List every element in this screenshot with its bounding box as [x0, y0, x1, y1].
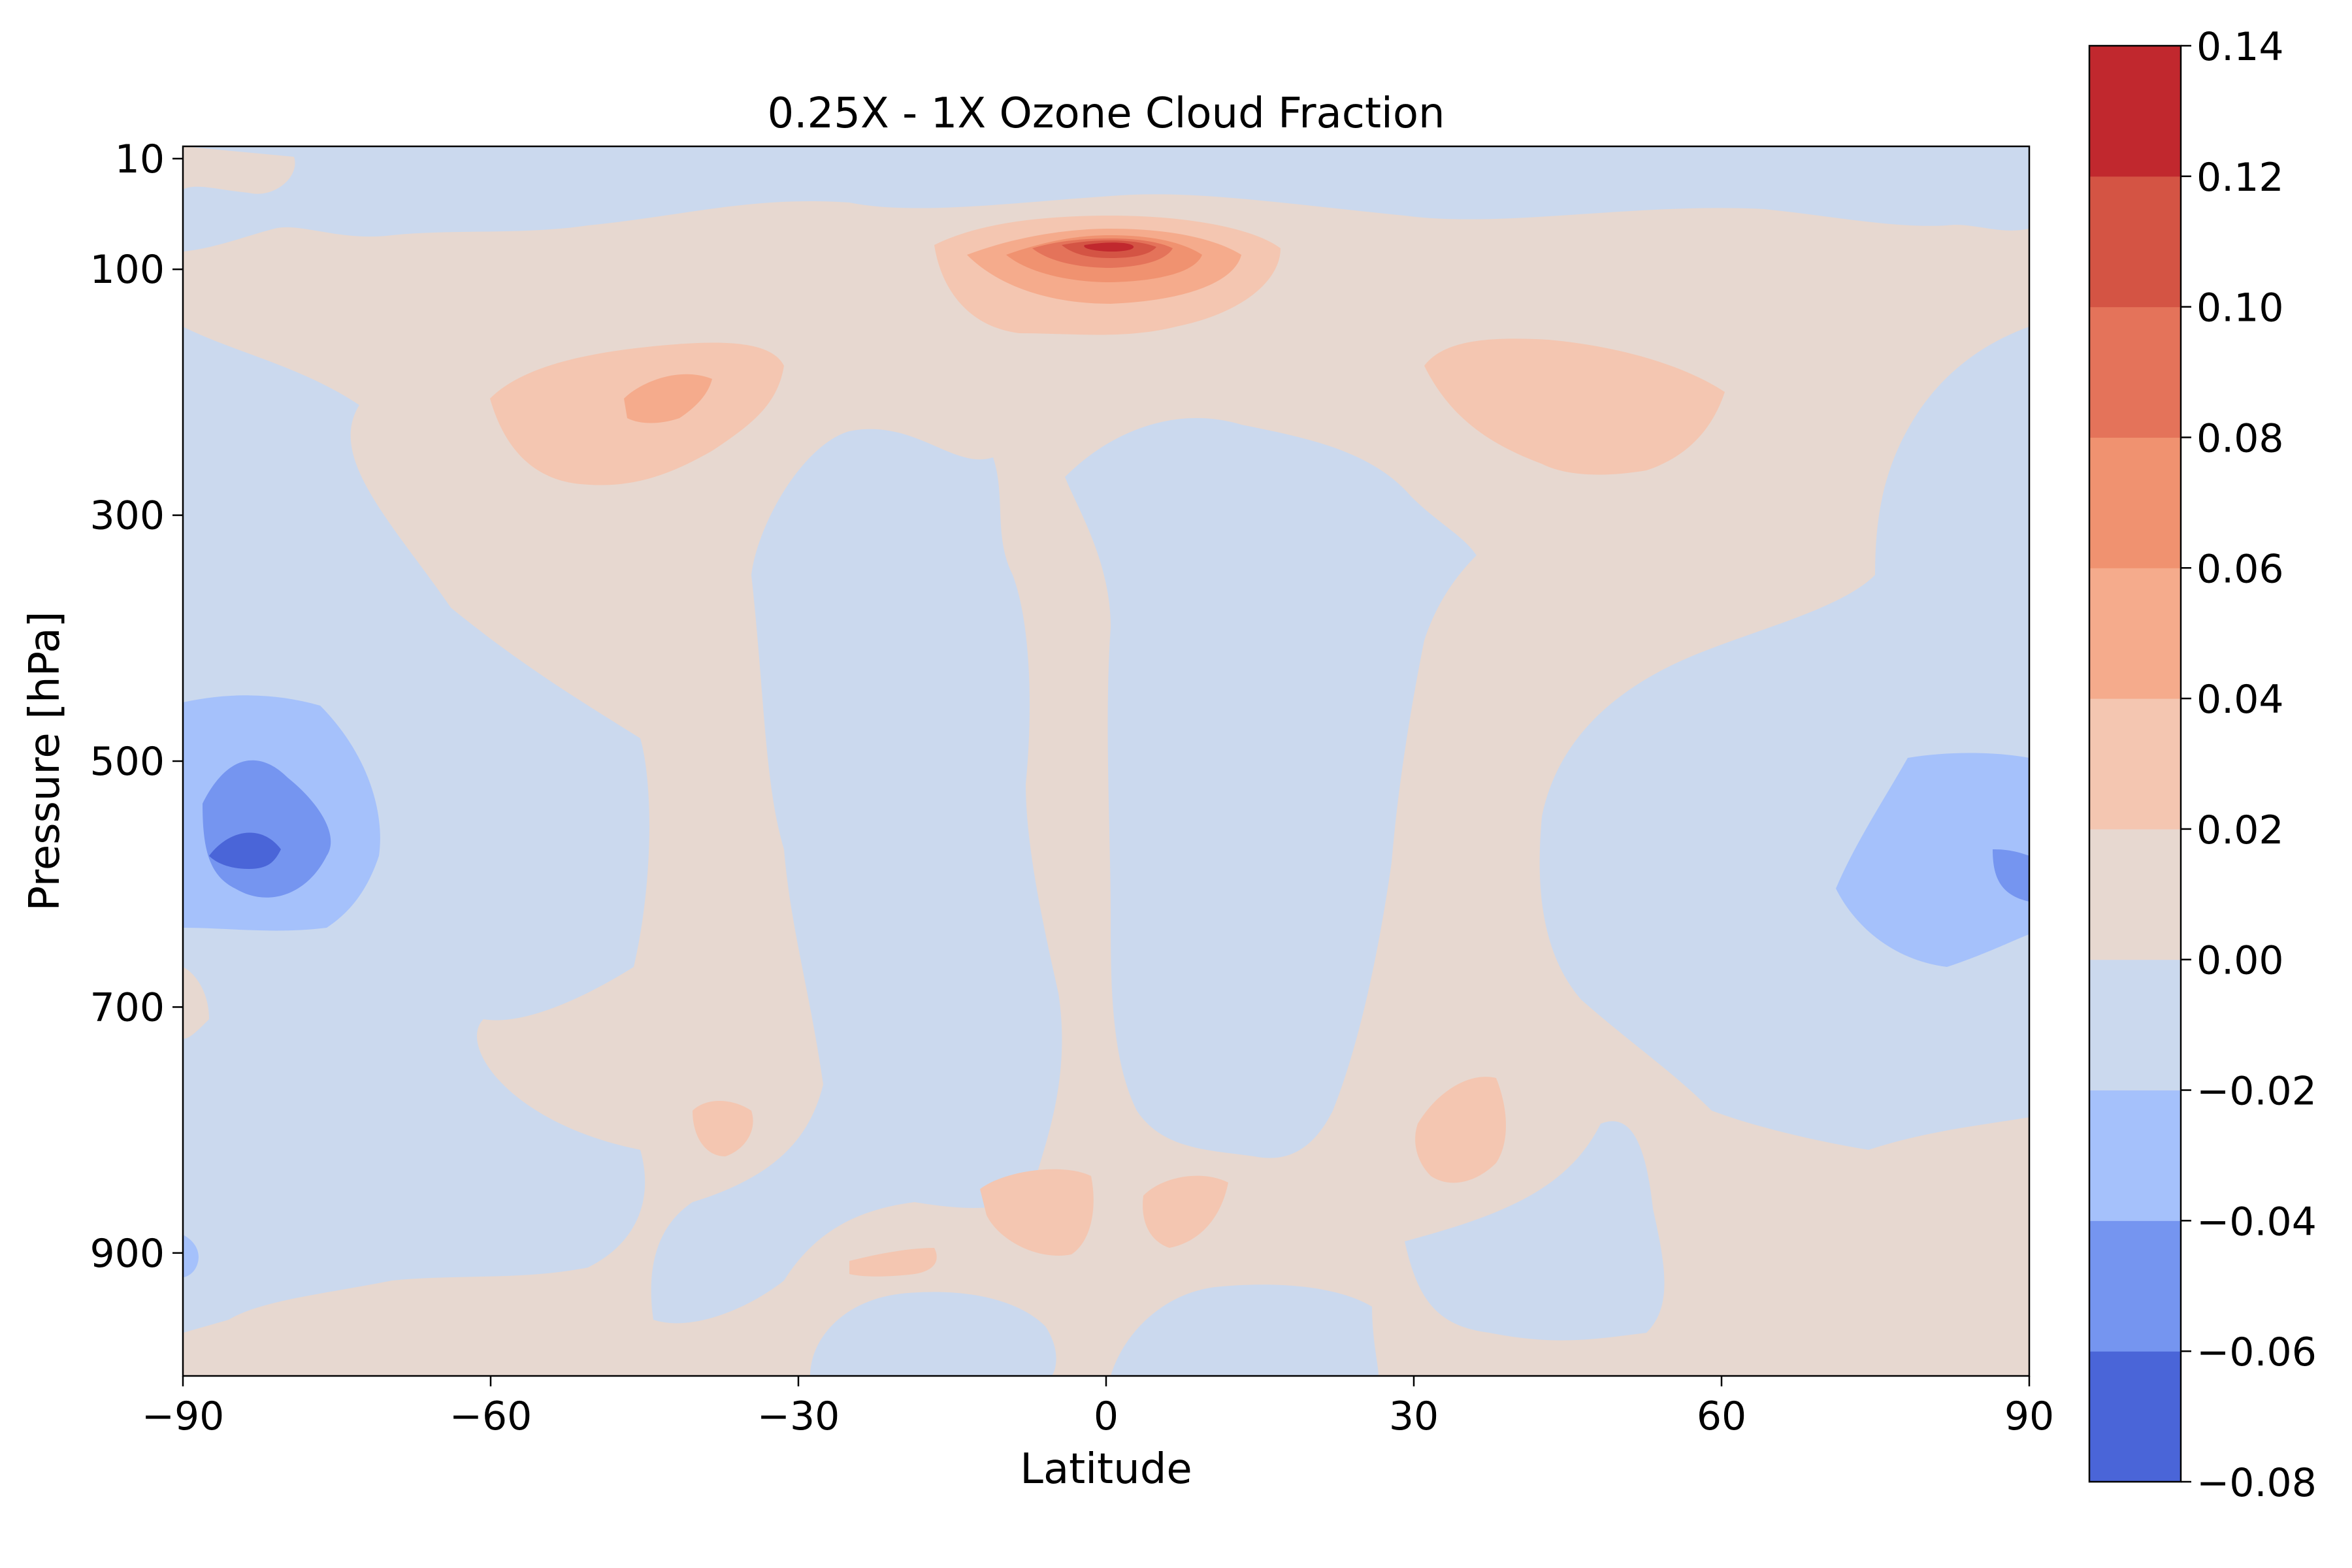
y-tick-label: 300	[90, 493, 165, 539]
y-tick-label: 700	[90, 985, 165, 1030]
x-tick-label: −90	[142, 1394, 225, 1439]
colorbar-tick-label: −0.04	[2197, 1199, 2317, 1245]
colorbar-swatch	[2089, 568, 2181, 699]
contour-sh-polar-low	[183, 327, 649, 1333]
contour-sh-polar-warm	[183, 967, 209, 1039]
y-axis-label: Pressure [hPa]	[21, 611, 69, 911]
y-axis: 10 100 300 500 700 900	[90, 137, 183, 1277]
colorbar-tick-label: 0.06	[2197, 546, 2284, 592]
contour-sh-tropical-low	[651, 429, 1062, 1324]
contour-stratosphere-top-patch	[183, 146, 295, 194]
colorbar-tick-label: 0.00	[2197, 938, 2284, 984]
contour-nh-polar-low-2	[1836, 753, 2029, 967]
colorbar-tick-label: −0.06	[2197, 1330, 2317, 1375]
colorbar-frame	[2088, 44, 2182, 1483]
colorbar-tick-label: −0.08	[2197, 1460, 2317, 1506]
plot-area	[183, 146, 2029, 1376]
y-tick-label: 900	[90, 1231, 165, 1277]
x-tick-label: −60	[449, 1394, 532, 1439]
contour-sh-surface-low-2	[183, 1235, 199, 1277]
colorbar-tick-label: 0.14	[2197, 24, 2284, 70]
colorbar-tick-label: 0.08	[2197, 416, 2284, 461]
y-tick-label: 500	[90, 739, 165, 785]
y-tick-label: 10	[115, 137, 165, 182]
colorbar: −0.08 −0.06 −0.04 −0.02 0.00 0.02 0.04 0.06 0.08…	[2088, 24, 2317, 1506]
colorbar-swatch	[2089, 1351, 2181, 1482]
colorbar-swatch	[2089, 176, 2181, 308]
colorbar-tick-label: 0.10	[2197, 286, 2284, 331]
x-tick-label: 0	[1094, 1394, 1119, 1439]
colorbar-swatch	[2089, 437, 2181, 568]
contour-mid-lower-warm-5	[849, 1248, 937, 1277]
x-tick-label: 60	[1697, 1394, 1746, 1439]
colorbar-tick-label: 0.04	[2197, 677, 2284, 723]
colorbar-swatch	[2089, 828, 2181, 960]
x-tick-label: 90	[2004, 1394, 2054, 1439]
x-tick-label: −30	[757, 1394, 840, 1439]
colorbar-swatch	[2089, 46, 2181, 177]
colorbar-tick-label: −0.02	[2197, 1069, 2317, 1115]
contour-nh-tropical-low	[1065, 417, 1477, 1158]
colorbar-swatch	[2089, 1090, 2181, 1221]
x-axis: −90 −60 −30 0 30 60 90	[142, 1376, 2054, 1439]
contour-tropopause-jet-peak	[1084, 242, 1134, 252]
x-axis-label: Latitude	[1020, 1445, 1192, 1494]
contour-mid-lower-warm-3	[1143, 1175, 1228, 1248]
colorbar-swatch	[2089, 1220, 2181, 1352]
contour-south-surface-low	[810, 1292, 1056, 1376]
contour-sh-subtropical-upper-3	[624, 374, 712, 423]
contour-nh-subtropical-upper	[1424, 338, 1725, 475]
contour-north-surface-low	[1111, 1284, 1379, 1376]
colorbar-swatch	[2089, 306, 2181, 438]
contour-stratosphere-top	[183, 146, 2029, 252]
y-tick-label: 100	[90, 247, 165, 293]
contour-nh-polar-low-3	[1993, 849, 2029, 902]
contour-mid-lower-warm-1	[693, 1101, 753, 1156]
contour-mid-lower-warm-4	[1415, 1077, 1506, 1183]
contour-mid-lower-warm-2	[980, 1169, 1094, 1256]
colorbar-tick-label: 0.02	[2197, 808, 2284, 853]
colorbar-swatch	[2089, 959, 2181, 1091]
colorbar-swatch	[2089, 698, 2181, 830]
x-tick-label: 30	[1389, 1394, 1439, 1439]
contour-sh-polar-low-4	[209, 832, 281, 869]
colorbar-tick-label: 0.12	[2197, 155, 2284, 201]
contour-nh-low-level-low	[1405, 1121, 1665, 1341]
chart-title: 0.25X - 1X Ozone Cloud Fraction	[767, 90, 1445, 138]
